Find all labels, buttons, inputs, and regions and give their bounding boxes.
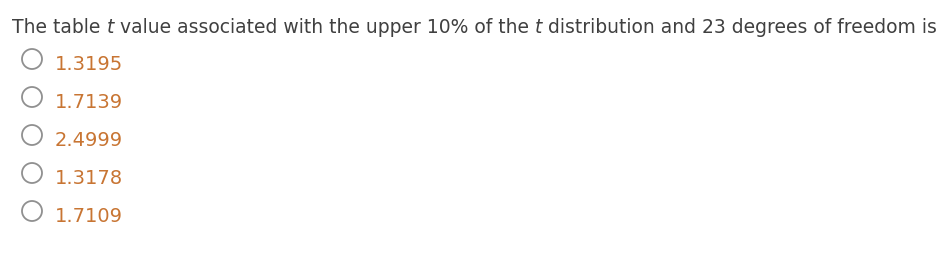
Text: t: t — [106, 18, 114, 37]
Text: value associated with the upper 10% of the: value associated with the upper 10% of t… — [114, 18, 535, 37]
Text: t: t — [535, 18, 542, 37]
Text: distribution and 23 degrees of freedom is: distribution and 23 degrees of freedom i… — [542, 18, 940, 37]
Text: 1.3195: 1.3195 — [55, 55, 123, 74]
Text: The table: The table — [12, 18, 106, 37]
Text: 2.4999: 2.4999 — [55, 131, 123, 150]
Text: 1.7139: 1.7139 — [55, 93, 123, 112]
Text: 1.7109: 1.7109 — [55, 207, 123, 226]
Text: 1.3178: 1.3178 — [55, 169, 123, 188]
